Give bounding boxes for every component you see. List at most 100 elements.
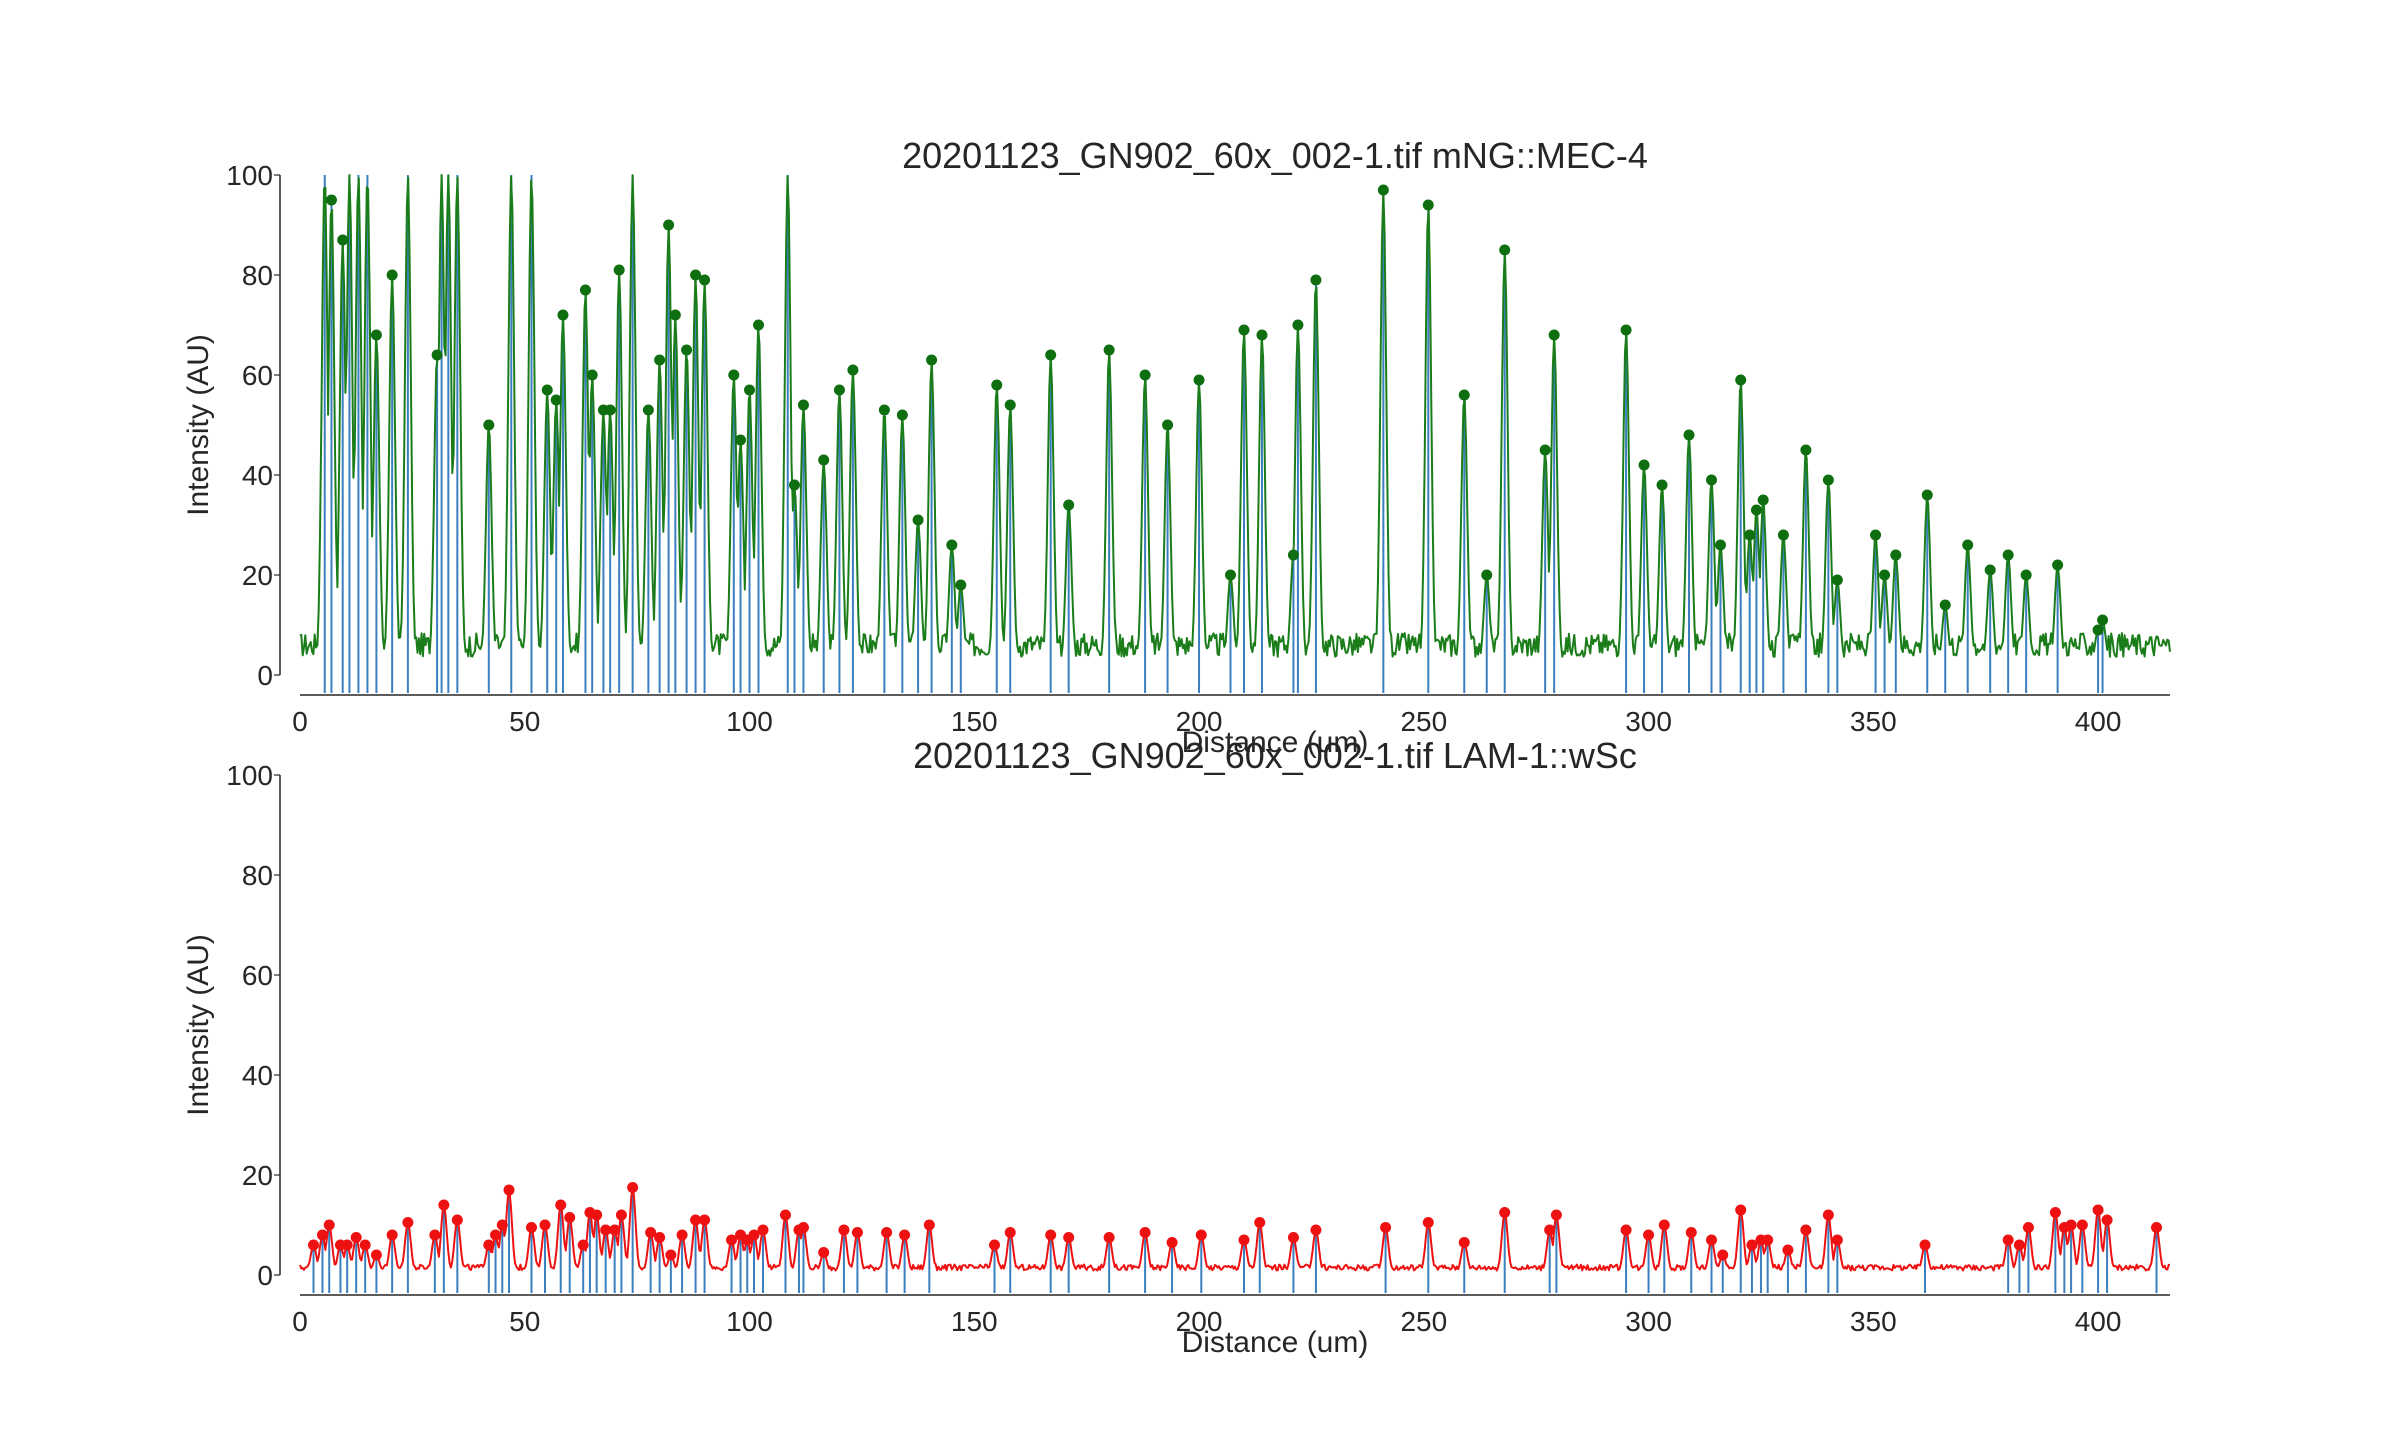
peak-marker [838,1224,850,1236]
peak-marker [1004,399,1016,411]
y-tick-label: 40 [242,460,273,491]
peak-marker [1620,1224,1632,1236]
peak-marker [307,1239,319,1251]
peak-marker [1287,549,1299,561]
peak-marker [797,399,809,411]
peak-marker [991,379,1003,391]
peak-marker [1683,429,1695,441]
peak-marker [1238,1234,1250,1246]
peak-marker [1548,329,1560,341]
peak-marker [1831,1234,1843,1246]
peak-marker [1254,1217,1266,1228]
peak-marker [386,1229,398,1241]
peak-marker [1103,1232,1115,1243]
y-axis-label: Intensity (AU) [182,334,215,516]
peak-marker [1193,374,1205,386]
peak-marker [663,219,675,231]
peak-marker [699,274,711,286]
peak-marker [955,579,967,591]
peak-marker [483,419,495,431]
y-tick-label: 20 [242,1160,273,1191]
peak-marker [1103,344,1115,356]
peak-marker [735,434,747,446]
x-tick-label: 100 [726,706,773,737]
x-tick-label: 250 [1400,1306,1447,1337]
peak-marker [1921,489,1933,501]
peak-marker [1004,1227,1016,1238]
peak-marker [797,1222,809,1233]
peak-marker [604,404,616,416]
peak-marker [690,1214,702,1226]
peak-marker [1658,1219,1670,1231]
peak-marker [1544,1224,1556,1236]
peak-marker [1984,564,1996,576]
peak-marker [788,479,800,491]
peak-marker [1757,494,1769,506]
peak-marker [2002,549,2014,561]
x-tick-label: 400 [2075,706,2122,737]
y-tick-label: 100 [226,760,273,791]
peak-stems [323,175,2104,693]
peak-marker [818,1247,830,1258]
peak-marker [386,269,398,281]
peak-marker [1643,1229,1655,1241]
peak-marker [1225,569,1237,581]
peak-marker [1750,504,1762,516]
peak-marker [2065,1219,2077,1231]
peak-markers [307,1182,2163,1261]
peak-marker [1045,1229,1057,1241]
peak-marker [665,1249,677,1261]
peak-marker [1195,1229,1207,1241]
peak-marker [654,1232,666,1243]
peak-marker [1166,1237,1178,1248]
peak-marker [2020,569,2032,581]
peak-marker [1744,529,1756,541]
peak-marker [676,1229,688,1241]
peak-marker [2097,614,2109,626]
peak-markers [325,184,2109,636]
signal-line [299,174,2171,658]
x-tick-label: 0 [292,1306,308,1337]
peak-marker [878,404,890,416]
peak-marker [744,384,756,396]
peak-marker [370,1249,382,1261]
peak-marker [1550,1209,1562,1221]
x-tick-label: 300 [1625,706,1672,737]
peak-marker [579,284,591,296]
x-tick-label: 300 [1625,1306,1672,1337]
peak-marker [726,1234,738,1246]
peak-marker [753,319,765,331]
peak-marker [564,1212,576,1223]
peak-marker [669,309,681,321]
peak-marker [833,384,845,396]
peak-marker [1777,529,1789,541]
peak-marker [923,1219,935,1231]
peak-marker [613,264,625,276]
y-tick-label: 80 [242,860,273,891]
peak-marker [699,1214,711,1226]
peak-marker [690,269,702,281]
peak-marker [2151,1222,2163,1233]
peak-marker [550,394,562,406]
peak-marker [1458,389,1470,401]
peak-marker [1831,574,1843,586]
peak-marker [1822,1209,1834,1221]
x-tick-label: 150 [951,706,998,737]
peak-marker [1292,319,1304,331]
peak-marker [496,1219,508,1231]
peak-marker [586,369,598,381]
peak-marker [438,1199,450,1211]
x-axis-label: Distance (um) [1182,726,1369,759]
peak-marker [847,364,859,376]
peak-marker [642,404,654,416]
x-tick-label: 50 [509,1306,540,1337]
peak-marker [1919,1239,1931,1251]
peak-marker [2092,1204,2104,1216]
peak-marker [1287,1232,1299,1243]
chart-title: 20201123_GN902_60x_002-1.tif LAM-1::wSc [913,735,1637,776]
peak-marker [615,1209,627,1221]
peak-marker [1162,419,1174,431]
peak-marker [1380,1222,1392,1233]
peak-marker [1458,1237,1470,1248]
peak-marker [557,309,569,321]
